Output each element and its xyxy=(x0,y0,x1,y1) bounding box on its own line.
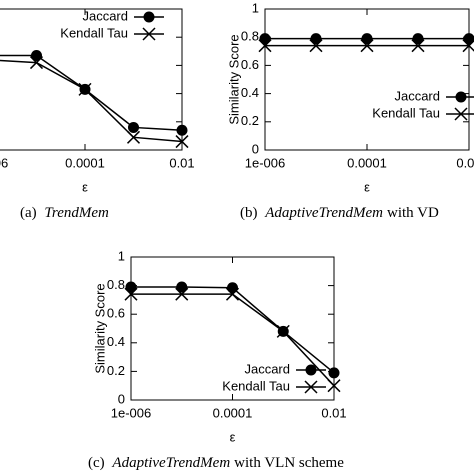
marker xyxy=(412,33,424,45)
marker xyxy=(176,281,188,293)
caption-suffix: with VLN scheme xyxy=(234,455,344,471)
marker xyxy=(175,135,189,149)
caption-label: (a) xyxy=(20,205,37,221)
series-line xyxy=(131,286,335,374)
chart: 00.20.40.60.811e-0060.00010.01εJaccardKe… xyxy=(0,8,195,221)
marker xyxy=(225,287,240,301)
marker xyxy=(175,287,189,301)
y-tick-label: 1 xyxy=(118,248,125,263)
y-axis-label: Similarity Score xyxy=(92,283,107,373)
legend-marker xyxy=(142,27,156,41)
marker xyxy=(309,39,323,53)
marker xyxy=(360,39,374,53)
marker xyxy=(126,130,141,144)
caption-title: AdaptiveTrendMem xyxy=(111,455,230,471)
caption-label: (c) xyxy=(88,455,105,471)
marker xyxy=(31,50,42,62)
legend-marker xyxy=(455,91,467,103)
chart: 0 0.2 0.4 0.6 0.8 1 1e-006 0.0001 0.01 ε Similarit… xyxy=(226,0,474,221)
y-tick-label: 0.2 xyxy=(241,113,259,128)
y-tick-label: 0.8 xyxy=(241,29,259,44)
y-tick-label: 0 xyxy=(252,141,259,156)
y-tick-label: 0.8 xyxy=(107,277,125,292)
y-tick-label: 0.2 xyxy=(107,363,125,378)
legend-label: Jaccard xyxy=(394,88,440,103)
y-tick-label: 0.6 xyxy=(107,306,125,321)
y-tick-label: 1 xyxy=(252,0,259,15)
marker xyxy=(29,56,44,70)
caption: (b) AdaptiveTrendMem with VD xyxy=(240,205,439,221)
caption-label: (b) xyxy=(240,205,258,221)
series-line xyxy=(0,54,183,132)
marker xyxy=(361,33,373,45)
y-axis-label: Similarity Score xyxy=(226,34,241,124)
y-tick-label: 0.4 xyxy=(241,85,259,100)
marker xyxy=(128,121,139,133)
legend-label: Jaccard xyxy=(82,8,128,23)
caption: (c) AdaptiveTrendMem with VLN scheme xyxy=(88,455,344,471)
caption-suffix: with VD xyxy=(387,205,439,221)
marker xyxy=(176,124,188,136)
y-tick-label: 0.4 xyxy=(107,334,125,349)
marker xyxy=(124,287,138,301)
marker xyxy=(258,39,272,53)
marker xyxy=(463,33,474,45)
x-tick-label: 0.01 xyxy=(169,155,194,170)
x-axis-label: ε xyxy=(82,179,88,194)
x-axis-label: ε xyxy=(364,179,370,194)
legend-marker xyxy=(454,107,468,121)
legend-label: Kendall Tau xyxy=(60,25,128,40)
x-tick-label: 0.01 xyxy=(456,155,474,170)
marker xyxy=(310,33,322,45)
x-tick-label: 1e-006 xyxy=(245,155,285,170)
marker xyxy=(328,367,340,379)
chart: 0 0.2 0.4 0.6 0.8 1 1e-006 0.0001 0.01 ε Similarit… xyxy=(88,248,347,471)
marker xyxy=(125,281,137,293)
legend-marker xyxy=(304,380,318,394)
legend-label: Kendall Tau xyxy=(222,378,290,393)
caption-title: TrendMem xyxy=(44,205,109,221)
x-tick-label: 0.0001 xyxy=(213,405,253,420)
caption-title: AdaptiveTrendMem xyxy=(264,205,383,221)
x-axis-label: ε xyxy=(230,429,236,444)
caption: (a) TrendMem xyxy=(20,205,109,221)
legend-marker xyxy=(143,11,155,23)
legend-label: Jaccard xyxy=(244,361,290,376)
marker xyxy=(411,39,425,53)
x-tick-label: 0.0001 xyxy=(65,155,105,170)
legend-marker xyxy=(305,364,317,376)
marker xyxy=(227,282,238,294)
y-tick-label: 0 xyxy=(118,391,125,406)
marker xyxy=(259,33,271,45)
x-tick-label: 0.0001 xyxy=(347,155,387,170)
marker xyxy=(462,39,474,53)
x-tick-label: 1e-006 xyxy=(0,155,8,170)
y-tick-label: 0.6 xyxy=(241,57,259,72)
x-tick-label: 0.01 xyxy=(321,405,346,420)
legend-label: Kendall Tau xyxy=(372,105,440,120)
plot-frame xyxy=(264,8,470,151)
x-tick-label: 1e-006 xyxy=(111,405,151,420)
marker xyxy=(78,82,92,96)
series-line xyxy=(131,293,335,387)
marker xyxy=(327,379,341,393)
marker xyxy=(276,324,290,338)
